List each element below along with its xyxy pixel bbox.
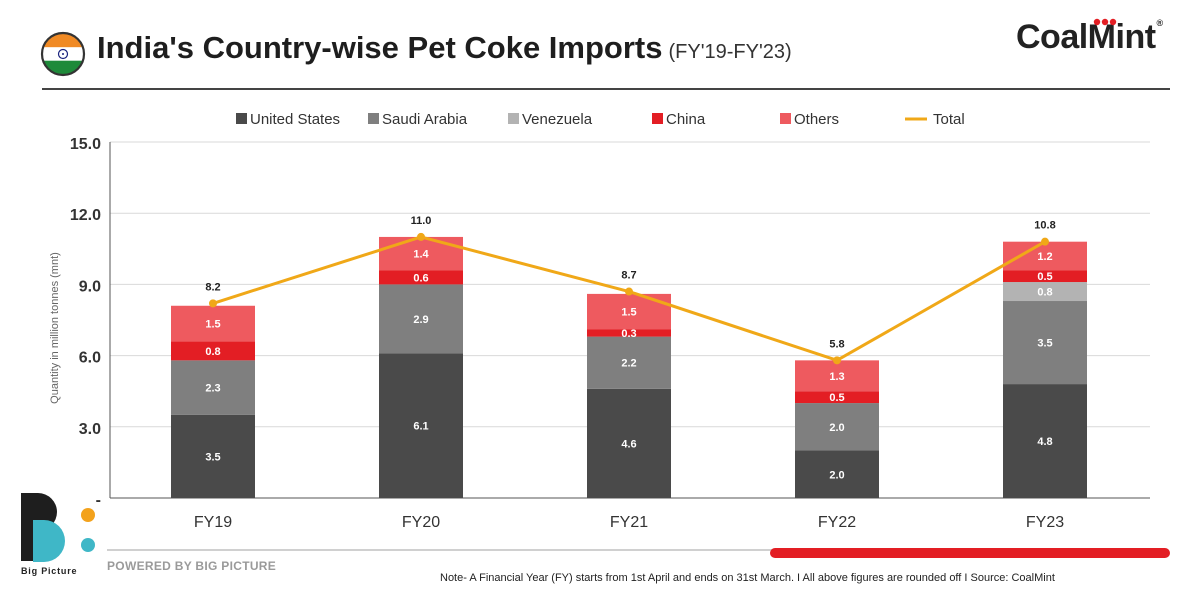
- bar-data-label: 2.3: [205, 383, 220, 395]
- bar-data-label: 0.6: [413, 272, 428, 284]
- legend-swatch-0: [236, 113, 247, 124]
- bar-segment: [171, 305, 255, 342]
- x-tick-label: FY23: [1026, 514, 1064, 531]
- legend-label: Venezuela: [522, 111, 593, 128]
- x-tick-label: FY20: [402, 514, 440, 531]
- footer-divider-grey: [107, 549, 777, 551]
- legend-swatch-1: [368, 113, 379, 124]
- total-data-label: 11.0: [411, 215, 432, 227]
- bar-data-label: 0.8: [205, 346, 220, 358]
- bar-segment: [795, 360, 879, 392]
- total-data-label: 8.7: [621, 270, 636, 282]
- bar-segment: [171, 341, 255, 361]
- header: India's Country-wise Pet Coke Imports (FY…: [0, 0, 1200, 90]
- y-axis-title: Quantity in million tonnes (mnt): [49, 252, 61, 404]
- brand-name: CoalMint: [1016, 18, 1156, 56]
- x-tick-label: FY19: [194, 514, 232, 531]
- bar-segment: [795, 403, 879, 451]
- bar-data-label: 2.2: [621, 358, 636, 370]
- big-picture-label: Big Picture: [21, 566, 78, 576]
- bar-data-label: 3.5: [205, 451, 220, 463]
- bar-data-label: 2.9: [413, 314, 428, 326]
- powered-by-text: POWERED BY BIG PICTURE: [107, 559, 277, 573]
- legend-label: China: [666, 111, 706, 128]
- bar-data-label: 1.2: [1037, 251, 1052, 263]
- legend-label: Others: [794, 111, 839, 128]
- total-point: [833, 356, 841, 365]
- x-tick-label: FY22: [818, 514, 856, 531]
- total-data-label: 10.8: [1034, 220, 1055, 232]
- y-tick-label: 12.0: [70, 207, 101, 224]
- footer-divider-red: [770, 548, 1170, 558]
- bar-data-label: 1.5: [205, 319, 220, 331]
- legend-label: United States: [250, 111, 340, 128]
- y-tick-label: 9.0: [79, 278, 101, 295]
- y-tick-label: 6.0: [79, 350, 101, 367]
- bar-segment: [379, 284, 463, 354]
- logo-dots-icon: [1093, 18, 1117, 26]
- bar-segment: [587, 388, 671, 498]
- bar-data-label: 6.1: [413, 421, 428, 433]
- bar-segment: [1003, 241, 1087, 271]
- bar-data-label: 1.3: [829, 371, 844, 383]
- bar-segment: [795, 391, 879, 404]
- x-tick-label: FY21: [610, 514, 648, 531]
- bar-data-label: 1.5: [621, 307, 636, 319]
- bar-data-label: 0.5: [1037, 271, 1052, 283]
- brand-logo: CoalMint®: [1016, 18, 1163, 57]
- bar-data-label: 2.0: [829, 422, 844, 434]
- bar-segment: [379, 270, 463, 285]
- total-point: [209, 299, 217, 308]
- legend-label: Total: [933, 111, 965, 128]
- legend-swatch-4: [780, 113, 791, 124]
- bar-data-label: 1.4: [413, 249, 429, 261]
- bar-segment: [587, 336, 671, 389]
- y-tick-label: 15.0: [70, 136, 101, 153]
- bar-data-label: 4.6: [621, 438, 636, 450]
- header-divider: [42, 88, 1170, 90]
- y-tick-label: 3.0: [79, 421, 101, 438]
- brand-registered-mark: ®: [1156, 18, 1164, 28]
- bar-segment: [1003, 270, 1087, 283]
- chart-subtitle: (FY'19-FY'23): [668, 41, 792, 63]
- source-note: Note- A Financial Year (FY) starts from …: [440, 572, 1055, 584]
- bar-segment: [171, 360, 255, 415]
- y-tick-label: -: [96, 492, 101, 509]
- total-point: [417, 232, 425, 241]
- total-point: [1041, 237, 1049, 246]
- legend-label: Saudi Arabia: [382, 111, 468, 128]
- page-title: India's Country-wise Pet Coke Imports (FY…: [97, 30, 792, 66]
- bar-data-label: 0.8: [1037, 287, 1052, 299]
- bar-segment: [795, 450, 879, 498]
- total-point: [625, 287, 633, 296]
- bar-data-label: 0.5: [829, 392, 844, 404]
- bar-segment: [1003, 282, 1087, 302]
- bar-segment: [1003, 384, 1087, 498]
- bar-segment: [1003, 301, 1087, 385]
- bar-data-label: 0.3: [621, 328, 636, 340]
- bar-data-label: 4.8: [1037, 436, 1052, 448]
- bar-data-label: 3.5: [1037, 338, 1052, 350]
- legend-swatch-3: [652, 113, 663, 124]
- big-picture-logo-icon: [21, 493, 95, 562]
- bar-segment: [379, 236, 463, 271]
- india-flag-icon: [40, 31, 86, 77]
- total-data-label: 5.8: [829, 338, 844, 350]
- total-data-label: 8.2: [205, 281, 220, 293]
- legend-swatch-2: [508, 113, 519, 124]
- chart-title: India's Country-wise Pet Coke Imports: [97, 30, 663, 65]
- bar-segment: [171, 414, 255, 498]
- bar-segment: [379, 353, 463, 498]
- bar-data-label: 2.0: [829, 469, 844, 481]
- bar-segment: [587, 329, 671, 337]
